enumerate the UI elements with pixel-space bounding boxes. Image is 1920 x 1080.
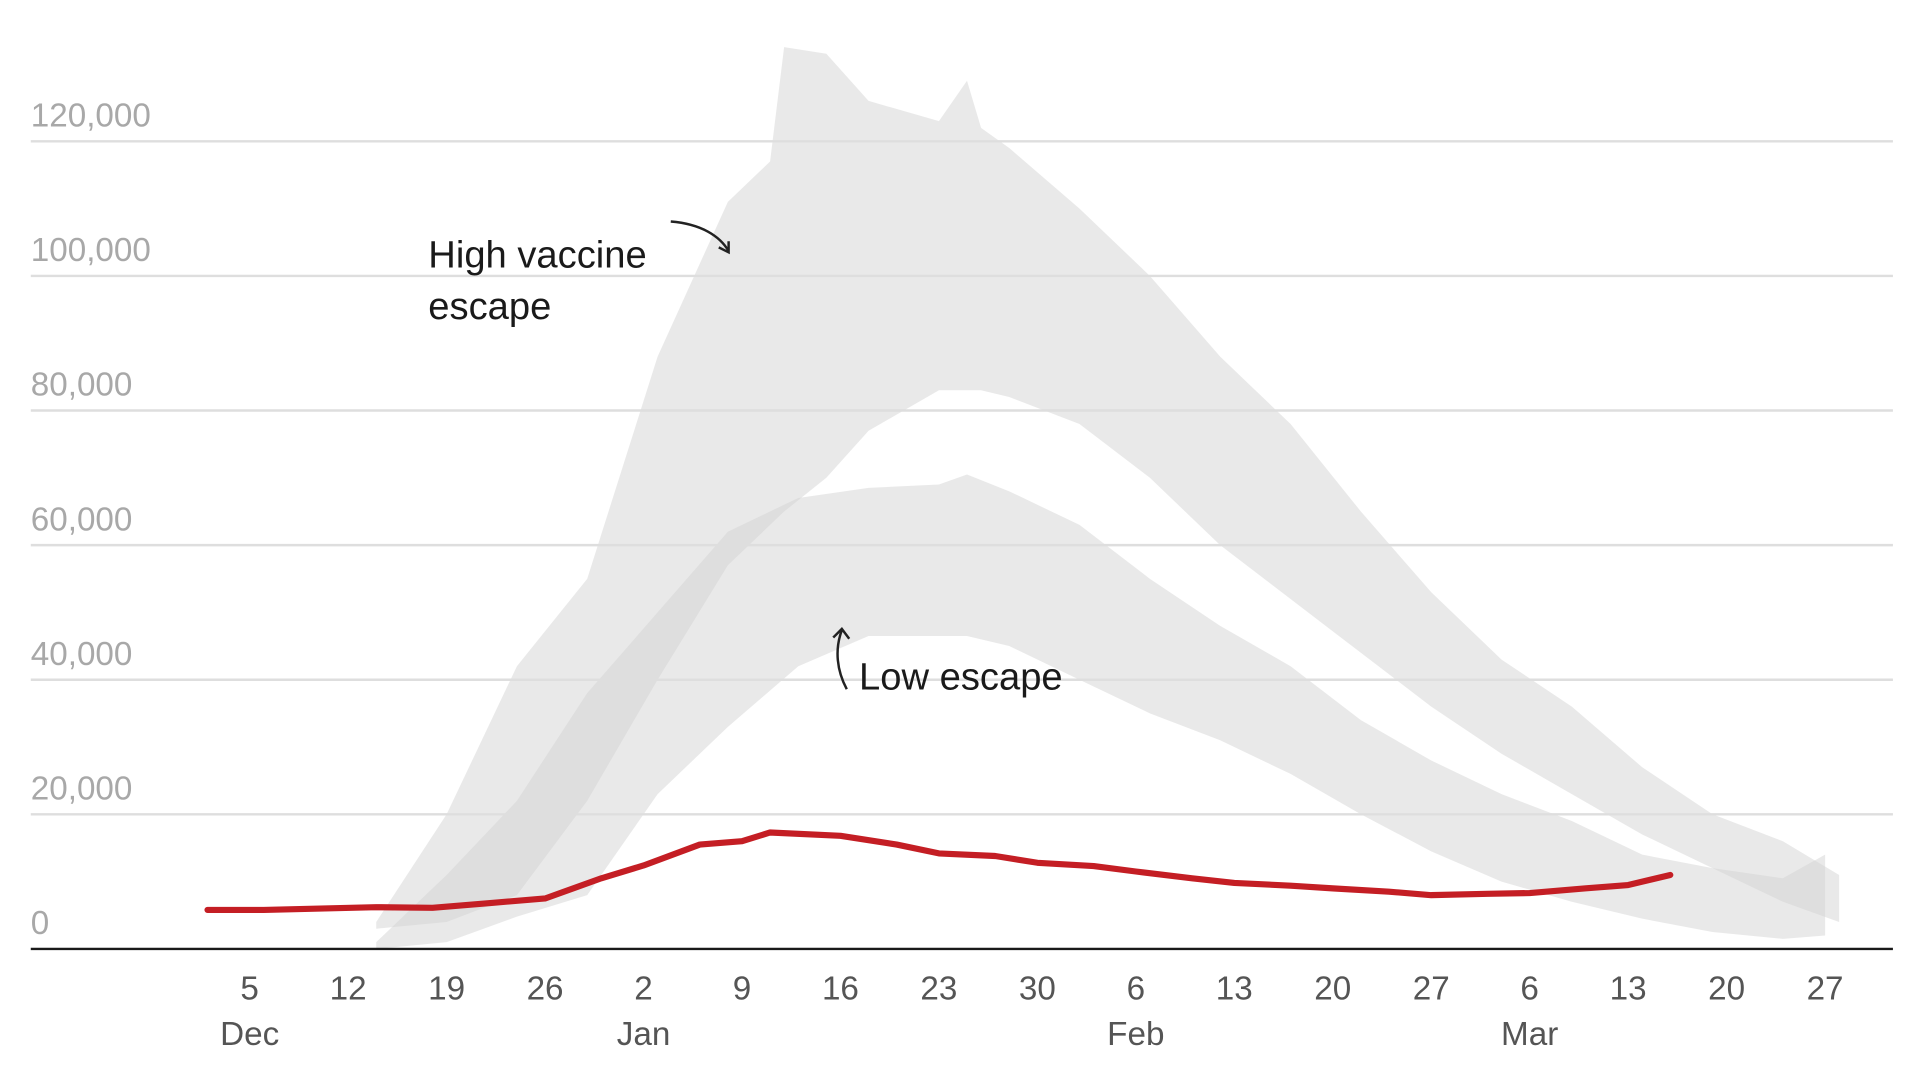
annotation: High vaccine (428, 233, 646, 276)
x-tick-label: 12 (330, 970, 367, 1007)
bands (376, 47, 1840, 949)
x-tick-label: 26 (527, 970, 564, 1007)
grid (30, 140, 1893, 951)
x-tick-label: 27 (1807, 970, 1844, 1007)
x-tick-label: 20 (1708, 970, 1745, 1007)
month-label: Feb (1107, 1016, 1164, 1053)
annotation-arrowhead (832, 627, 851, 640)
y-tick-label: 120,000 (31, 98, 151, 135)
y-tick-label: 20,000 (31, 771, 133, 808)
y-tick-label: 100,000 (31, 232, 151, 269)
labels: 0 20,000 40,000 60,000 80,000 100,000 120,000 5… (31, 98, 1844, 1053)
x-tick-label: 13 (1610, 970, 1647, 1007)
annotation-arrow (836, 629, 848, 690)
x-tick-label: 6 (1520, 970, 1538, 1007)
month-label: Mar (1501, 1016, 1558, 1053)
y-tick-label: 0 (31, 905, 49, 942)
x-tick-label: 27 (1413, 970, 1450, 1007)
month-label: Jan (617, 1016, 671, 1053)
x-tick-label: 30 (1019, 970, 1056, 1007)
y-tick-label: 80,000 (31, 367, 133, 404)
x-tick-label: 20 (1314, 970, 1351, 1007)
annotation-arrow (670, 220, 730, 252)
annotation-arrowhead (718, 241, 730, 255)
scenario-band (376, 474, 1826, 949)
month-label: Dec (220, 1016, 279, 1053)
y-tick-label: 60,000 (31, 501, 133, 538)
x-tick-label: 19 (428, 970, 465, 1007)
annotation: escape (428, 285, 551, 328)
x-tick-label: 16 (822, 970, 859, 1007)
y-tick-label: 40,000 (31, 636, 133, 673)
series-line (204, 829, 1674, 913)
annotation: Low escape (859, 655, 1063, 698)
lines (204, 829, 1674, 913)
x-tick-label: 6 (1127, 970, 1145, 1007)
x-tick-label: 2 (634, 970, 652, 1007)
x-tick-label: 9 (733, 970, 751, 1007)
scenario-band (376, 47, 1840, 929)
x-tick-label: 23 (920, 970, 957, 1007)
x-tick-label: 13 (1216, 970, 1253, 1007)
x-tick-label: 5 (240, 970, 258, 1007)
